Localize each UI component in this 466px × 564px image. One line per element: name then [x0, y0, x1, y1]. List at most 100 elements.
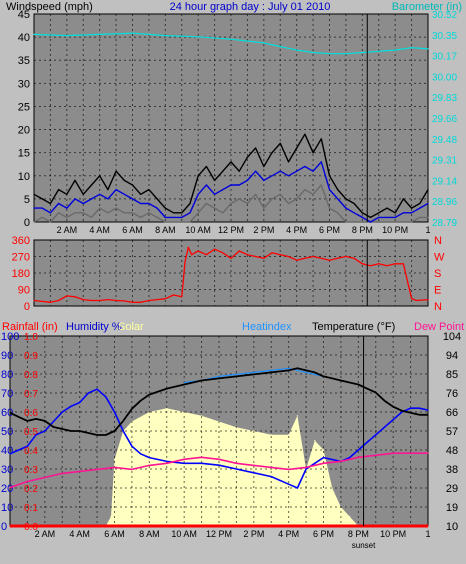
wind-average-line-point [312, 170, 314, 172]
temperature-line-point [183, 383, 185, 386]
wind-gust-line-point [238, 170, 240, 172]
wind-average-line-point [107, 198, 109, 200]
temperature-x-tick-label: 12 PM [206, 529, 232, 539]
humidity-line-point [183, 462, 185, 464]
wind-low-line-point [320, 184, 322, 186]
wind-low-line-point [115, 207, 117, 209]
wind-low-line-point [197, 212, 199, 214]
wind-gust-line-point [394, 212, 396, 214]
wind-low-line-point [164, 221, 166, 223]
wind-low-line-point [49, 221, 52, 223]
wind-low-line-point [222, 212, 224, 214]
wind-average-line-point [361, 216, 363, 218]
humidity-line-point [87, 392, 89, 394]
wind-direction-line-point [287, 255, 290, 258]
wind-axis-title: Windspeed (mph) [6, 1, 93, 13]
dewpoint-line-point [375, 454, 377, 456]
barometer-line-point [345, 53, 347, 55]
solar-area-point [270, 434, 272, 436]
wind-average-line-point [66, 207, 68, 209]
wind-gust-line-point [107, 189, 109, 191]
wind-average-line-point [271, 175, 273, 177]
temperature-line-point [70, 430, 72, 432]
dewpoint-line-point [148, 464, 150, 466]
temperature-line-point [140, 400, 142, 402]
wind-gust-line-point [214, 179, 216, 181]
wind-low-line-point [402, 221, 404, 223]
temperature-x-tick-label: 10 PM [380, 529, 406, 539]
wind-direction-line-point [312, 255, 314, 258]
wind-low-line-point [148, 212, 150, 214]
temperature-line-point [349, 381, 351, 384]
wind-gust-line-point [140, 193, 142, 195]
dewpoint-line-point [235, 462, 237, 464]
wind-low-line-point [255, 193, 257, 195]
wind-gust-line-point [74, 179, 76, 181]
wind-direction-line-point [255, 255, 257, 258]
compass-tick-label: E [434, 285, 441, 297]
humidity-line-point [270, 476, 272, 478]
wind-low-line-point [131, 212, 134, 214]
dewpoint-line-point [183, 458, 185, 460]
wind-direction-line-point [328, 259, 331, 261]
temperature-line-point [61, 428, 63, 430]
wind-low-line-point [90, 216, 93, 218]
barometer-line-point [66, 35, 68, 37]
wind-gust-line-point [197, 175, 199, 177]
temperature-y-tick-label: 38 [446, 464, 458, 476]
barometer-line-point [427, 48, 429, 50]
wind-gust-line-point [230, 161, 232, 163]
wind-x-tick-label: 8 PM [352, 225, 373, 235]
wind-gust-line-point [33, 193, 35, 195]
wind-average-line-point [140, 202, 142, 205]
humidity-y-tick-label: 20 [1, 483, 13, 495]
humidity-y-tick-label: 50 [1, 426, 13, 438]
wind-low-line-point [140, 216, 142, 218]
dewpoint-line-point [166, 462, 168, 464]
wind-direction-line-point [197, 250, 199, 252]
barometer-y-tick-label: 30.52 [432, 10, 457, 21]
solar-area-point [314, 439, 316, 442]
temperature-x-tick-label: 2 AM [35, 529, 56, 539]
wind-low-line-point [156, 216, 158, 218]
barometer-line-point [99, 33, 101, 36]
humidity-line-point [148, 457, 150, 459]
dewpoint-line-point [113, 466, 116, 468]
wind-x-end-label: 1 [425, 225, 430, 235]
humidity-line-point [357, 449, 359, 451]
dewpoint-line-point [410, 452, 412, 454]
wind-gust-line-point [353, 202, 355, 205]
humidity-line-point [140, 453, 142, 455]
humidity-y-tick-label: 10 [1, 502, 13, 514]
dewpoint-line-point [9, 487, 11, 489]
humidity-y-tick-label: 100 [1, 331, 19, 343]
wind-low-line-point [82, 212, 84, 214]
humidity-line-point [392, 419, 394, 421]
wind-low-line-point [263, 207, 265, 209]
dewpoint-line-point [131, 468, 133, 470]
wind-average-line-point [287, 175, 290, 177]
wind-low-line-point [353, 221, 355, 223]
wind-direction-line-point [187, 246, 189, 248]
humidity-line-point [9, 453, 11, 455]
temperature-line-point [288, 369, 290, 371]
wind-gust-line-point [115, 170, 117, 172]
barometer-line-point [378, 50, 380, 52]
wind-x-tick-label: 8 AM [155, 225, 176, 235]
wind-low-line-point [181, 221, 183, 223]
wind-direction-line-point [394, 263, 396, 265]
wind-gust-line-point [172, 212, 175, 214]
wind-average-line-point [230, 184, 232, 186]
direction-y-tick-label: 180 [12, 268, 30, 280]
heatindex-line-point [183, 381, 185, 384]
dewpoint-line-point [26, 480, 28, 483]
wind-y-tick-label: 20 [18, 125, 30, 137]
wind-gust-line-point [320, 138, 322, 140]
rainfall-y-tick-label: 0.9 [24, 351, 38, 362]
wind-low-line-point [99, 207, 101, 209]
wind-average-line-point [378, 216, 380, 218]
barometer-line-point [296, 49, 298, 51]
heatindex-line-point [288, 367, 290, 369]
wind-gust-line-point [131, 184, 134, 186]
